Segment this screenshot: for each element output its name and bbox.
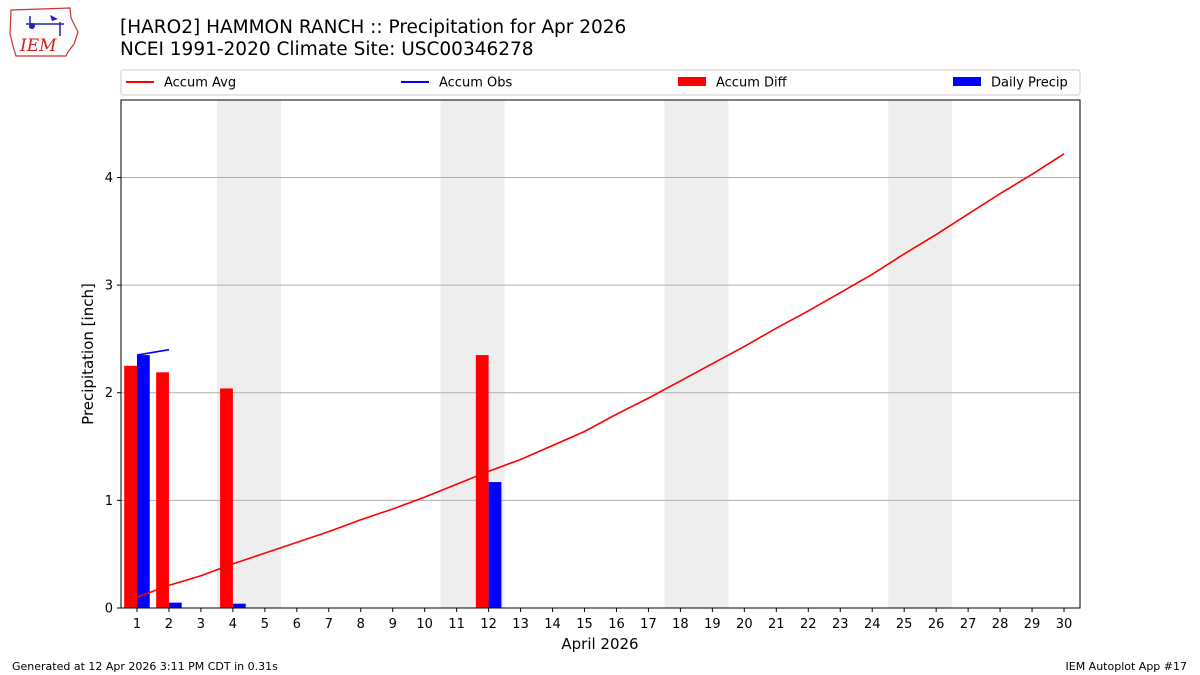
- x-tick-label: 24: [864, 617, 881, 632]
- chart-subtitle: NCEI 1991-2020 Climate Site: USC00346278: [120, 39, 534, 60]
- x-tick-label: 7: [325, 617, 333, 632]
- y-axis-label: Precipitation [inch]: [79, 283, 97, 425]
- x-tick-label: 16: [608, 617, 625, 632]
- x-tick-label: 12: [480, 617, 497, 632]
- accum-diff-bar: [220, 388, 233, 608]
- legend-accum-diff-swatch: [678, 77, 706, 86]
- x-tick-label: 10: [416, 617, 433, 632]
- daily-precip-bar: [488, 482, 502, 608]
- x-tick-label: 3: [197, 617, 205, 632]
- x-tick-label: 17: [640, 617, 657, 632]
- x-tick-label: 20: [736, 617, 753, 632]
- daily-precip-bar: [136, 355, 150, 608]
- x-tick-label: 6: [293, 617, 301, 632]
- x-tick-label: 29: [1024, 617, 1041, 632]
- legend-accum-diff-label: Accum Diff: [716, 76, 788, 91]
- accum-avg-line: [136, 153, 1065, 598]
- app-id: IEM Autoplot App #17: [1065, 660, 1188, 673]
- legend-daily-precip-swatch: [953, 77, 981, 86]
- x-tick-label: 9: [389, 617, 397, 632]
- x-tick-label: 1: [133, 617, 141, 632]
- daily-precip-bar: [168, 602, 182, 608]
- y-tick-label: 3: [105, 279, 113, 294]
- x-tick-label: 18: [672, 617, 689, 632]
- x-tick-label: 4: [229, 617, 237, 632]
- x-tick-label: 30: [1056, 617, 1073, 632]
- chart-title: [HARO2] HAMMON RANCH :: Precipitation fo…: [120, 17, 627, 38]
- x-tick-label: 5: [261, 617, 269, 632]
- logo-text: IEM: [19, 36, 57, 56]
- legend: Accum Avg Accum Obs Accum Diff Daily Precip: [120, 69, 1081, 96]
- plot-frame: [120, 99, 1081, 609]
- accum-diff-bar: [475, 355, 489, 608]
- x-tick-label: 25: [896, 617, 913, 632]
- generated-timestamp: Generated at 12 Apr 2026 3:11 PM CDT in …: [12, 660, 278, 673]
- y-tick-label: 1: [105, 494, 113, 509]
- y-tick-label: 0: [105, 602, 113, 617]
- x-tick-label: 19: [704, 617, 721, 632]
- x-tick-label: 21: [768, 617, 785, 632]
- x-tick-label: 26: [928, 617, 945, 632]
- x-tick-label: 14: [544, 617, 561, 632]
- weekend-band: [664, 100, 729, 608]
- x-tick-label: 28: [992, 617, 1009, 632]
- x-tick-label: 15: [576, 617, 593, 632]
- iowa-outline-icon: [9, 7, 79, 57]
- x-tick-label: 23: [832, 617, 849, 632]
- accum-diff-bar: [124, 365, 137, 608]
- accum-diff-bar: [156, 372, 169, 608]
- accum-obs-line: [136, 348, 170, 356]
- iem-logo: IEM: [8, 6, 80, 64]
- x-tick-label: 27: [960, 617, 977, 632]
- legend-accum-obs-label: Accum Obs: [439, 76, 512, 91]
- x-tick-label: 13: [512, 617, 529, 632]
- weekend-band: [888, 100, 953, 608]
- y-tick-label: 4: [105, 171, 113, 186]
- y-tick-label: 2: [105, 386, 113, 401]
- x-tick-label: 8: [357, 617, 365, 632]
- x-axis-label: April 2026: [561, 635, 638, 653]
- legend-accum-avg-label: Accum Avg: [164, 76, 236, 91]
- legend-daily-precip-label: Daily Precip: [991, 76, 1068, 91]
- x-tick-label: 2: [165, 617, 173, 632]
- daily-precip-bar: [232, 603, 246, 608]
- x-tick-label: 11: [448, 617, 465, 632]
- x-tick-label: 22: [800, 617, 817, 632]
